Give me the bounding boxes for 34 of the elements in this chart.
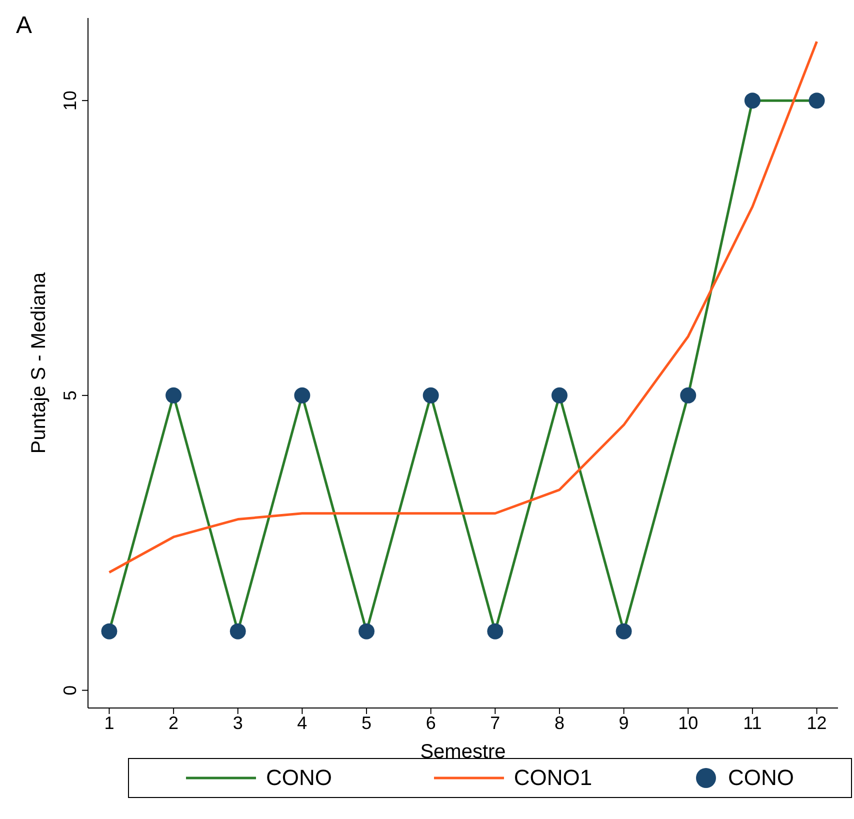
x-tick-label: 3: [232, 712, 243, 733]
point: [616, 623, 632, 640]
chart-title: A: [16, 12, 32, 40]
y-tick-label: 0: [60, 685, 80, 696]
x-tick-label: 2: [168, 712, 179, 733]
x-tick-label: 11: [743, 712, 762, 733]
point: [358, 623, 375, 640]
point: [294, 387, 310, 404]
x-tick-label: 10: [678, 712, 698, 733]
x-tick-label: 8: [554, 712, 564, 733]
y-tick-label: 5: [60, 390, 80, 400]
point: [744, 92, 760, 109]
point: [808, 92, 825, 109]
line-series: [108, 40, 818, 574]
legend-label: CONO1: [514, 765, 592, 791]
point: [166, 387, 182, 404]
x-tick-label: 1: [104, 712, 114, 733]
x-tick-label: 5: [362, 712, 372, 733]
point: [101, 623, 118, 640]
point: [230, 623, 246, 640]
y-axis-title: Puntaje S - Mediana: [28, 272, 50, 454]
point: [422, 387, 439, 404]
y-tick-label: 10: [60, 90, 80, 111]
point: [487, 623, 504, 640]
x-axis-title: Semestre: [420, 741, 506, 763]
point: [680, 387, 696, 404]
x-tick-label: 9: [618, 712, 629, 733]
legend-label: CONO: [266, 765, 332, 791]
point: [551, 387, 568, 404]
legend-label: CONO: [728, 765, 794, 791]
x-tick-label: 12: [806, 712, 827, 733]
x-tick-label: 4: [297, 712, 308, 733]
x-tick-label: 6: [426, 712, 436, 733]
x-tick-label: 7: [490, 712, 500, 733]
